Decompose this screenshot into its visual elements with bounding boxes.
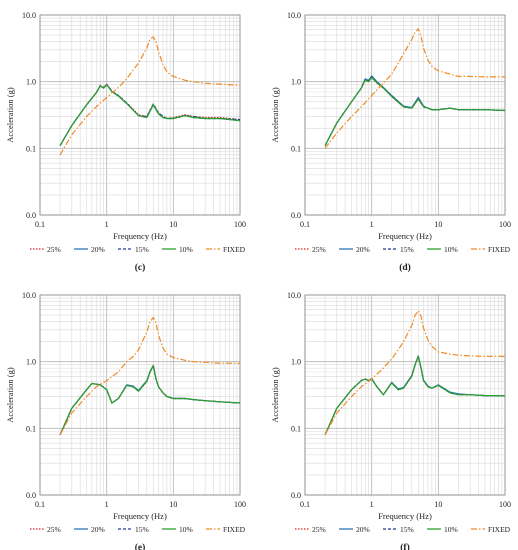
- series-line-10pct: [59, 365, 241, 436]
- y-tick-label: 1.0: [291, 78, 301, 87]
- legend-label: 25%: [312, 245, 326, 254]
- y-tick-label: 0.0: [26, 211, 36, 220]
- plot-frame: [304, 14, 506, 216]
- legend-label: FIXED: [488, 245, 511, 254]
- legend: 25% 20% 15% 10% FIXED: [30, 245, 246, 254]
- series-line-10pct: [324, 355, 505, 436]
- legend: 25% 20% 15% 10% FIXED: [295, 525, 511, 534]
- x-tick-label: 10: [434, 220, 442, 229]
- x-tick-label: 1: [105, 220, 109, 229]
- legend-label: 10%: [444, 525, 458, 534]
- x-tick-label: 1: [370, 500, 374, 509]
- x-axis-label: Frequency (Hz): [113, 511, 167, 521]
- plot-frame: [39, 294, 241, 496]
- x-tick-label: 1: [105, 500, 109, 509]
- series-line-25pct: [59, 83, 241, 146]
- series-line-20pct: [324, 75, 506, 146]
- x-tick-label: 10: [169, 500, 177, 509]
- x-tick-label: 10: [434, 500, 442, 509]
- y-tick-label: 0.1: [291, 144, 301, 153]
- legend-label: 25%: [47, 525, 61, 534]
- x-tick-label: 0.1: [35, 500, 45, 509]
- y-axis-label: Acceleration (g): [270, 367, 280, 423]
- series-line-15pct: [59, 83, 241, 146]
- y-tick-label: 1.0: [26, 78, 36, 87]
- legend-label: 20%: [91, 525, 105, 534]
- y-tick-label: 1.0: [291, 358, 301, 367]
- y-axis-label: Acceleration (g): [5, 87, 15, 143]
- grid: [39, 295, 240, 496]
- series-line-20pct: [59, 84, 241, 146]
- y-tick-label: 10.0: [287, 291, 301, 300]
- legend-label: 10%: [179, 245, 193, 254]
- legend-label: 20%: [356, 245, 370, 254]
- legend-label: 10%: [444, 245, 458, 254]
- x-tick-label: 1: [370, 220, 374, 229]
- x-tick-label: 100: [234, 500, 246, 509]
- panel-label: (e): [135, 542, 146, 550]
- grid: [304, 15, 505, 216]
- y-tick-label: 0.0: [26, 491, 36, 500]
- series-line-fixed: [59, 36, 241, 156]
- plot-frame: [39, 14, 241, 216]
- legend-label: FIXED: [488, 525, 511, 534]
- y-tick-label: 1.0: [26, 358, 36, 367]
- legend-label: 25%: [312, 525, 326, 534]
- x-axis-label: Frequency (Hz): [113, 231, 167, 241]
- series-line-15pct: [324, 76, 506, 146]
- legend-label: 15%: [400, 525, 414, 534]
- legend: 25% 20% 15% 10% FIXED: [295, 245, 511, 254]
- y-axis-label: Acceleration (g): [270, 87, 280, 143]
- x-tick-label: 0.1: [35, 220, 45, 229]
- legend-label: FIXED: [223, 525, 246, 534]
- y-tick-label: 0.1: [26, 424, 36, 433]
- series-line-25pct: [324, 76, 506, 146]
- x-axis-label: Frequency (Hz): [378, 511, 432, 521]
- x-tick-label: 0.1: [300, 220, 310, 229]
- series-line-fixed: [324, 310, 505, 436]
- y-tick-label: 10.0: [22, 291, 36, 300]
- series-line-15pct: [59, 365, 241, 436]
- grid: [304, 295, 505, 496]
- x-tick-label: 100: [234, 220, 246, 229]
- y-tick-label: 0.0: [291, 491, 301, 500]
- legend-label: 15%: [400, 245, 414, 254]
- legend-label: 25%: [47, 245, 61, 254]
- panel-label: (f): [400, 542, 410, 550]
- x-tick-label: 100: [499, 500, 511, 509]
- legend-label: 10%: [179, 525, 193, 534]
- legend-label: FIXED: [223, 245, 246, 254]
- legend-label: 15%: [135, 245, 149, 254]
- x-tick-label: 10: [169, 220, 177, 229]
- series-line-10pct: [59, 84, 241, 146]
- series-line-fixed: [59, 316, 240, 436]
- x-axis-label: Frequency (Hz): [378, 231, 432, 241]
- series-line-10pct: [324, 76, 506, 146]
- legend: 25% 20% 15% 10% FIXED: [30, 525, 246, 534]
- y-axis-label: Acceleration (g): [5, 367, 15, 423]
- panel-label: (c): [135, 262, 146, 273]
- y-tick-label: 10.0: [287, 11, 301, 20]
- legend-label: 20%: [91, 245, 105, 254]
- y-tick-label: 0.1: [291, 424, 301, 433]
- y-tick-label: 10.0: [22, 11, 36, 20]
- panel-label: (d): [399, 262, 411, 273]
- x-tick-label: 100: [499, 220, 511, 229]
- grid: [39, 15, 240, 216]
- series-line-20pct: [59, 364, 241, 436]
- series-line-fixed: [324, 28, 505, 149]
- legend-label: 20%: [356, 525, 370, 534]
- legend-label: 15%: [135, 525, 149, 534]
- y-tick-label: 0.1: [26, 144, 36, 153]
- x-tick-label: 0.1: [300, 500, 310, 509]
- y-tick-label: 0.0: [291, 211, 301, 220]
